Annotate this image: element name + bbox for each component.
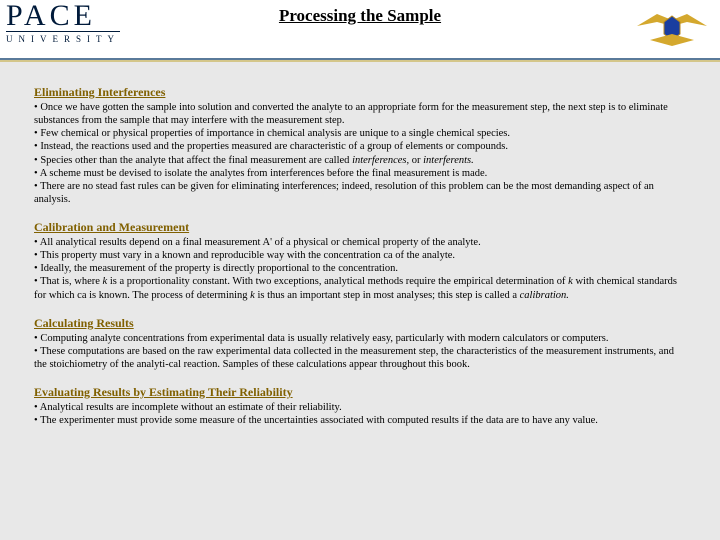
eagle-badge-icon [632, 4, 712, 50]
bullet-item: A scheme must be devised to isolate the … [34, 167, 686, 180]
header-bar: PACE UNIVERSITY Processing the Sample [0, 0, 720, 60]
bullet-item: Few chemical or physical properties of i… [34, 127, 686, 140]
bullet-list: Once we have gotten the sample into solu… [34, 101, 686, 206]
section-evaluating-results: Evaluating Results by Estimating Their R… [34, 385, 686, 427]
bullet-item: The experimenter must provide some measu… [34, 414, 686, 427]
bullet-item: Instead, the reactions used and the prop… [34, 140, 686, 153]
section-calculating-results: Calculating Results Computing analyte co… [34, 316, 686, 371]
section-heading: Calibration and Measurement [34, 220, 686, 235]
logo-text-sub: UNIVERSITY [6, 31, 120, 44]
section-heading: Calculating Results [34, 316, 686, 331]
bullet-item: Species other than the analyte that affe… [34, 154, 686, 167]
section-calibration-measurement: Calibration and Measurement All analytic… [34, 220, 686, 302]
logo-text-main: PACE [6, 2, 120, 29]
bullet-item: Computing analyte concentrations from ex… [34, 332, 686, 345]
bullet-item: Analytical results are incomplete withou… [34, 401, 686, 414]
page-title: Processing the Sample [279, 6, 441, 26]
bullet-item: All analytical results depend on a final… [34, 236, 686, 249]
bullet-list: All analytical results depend on a final… [34, 236, 686, 302]
bullet-list: Computing analyte concentrations from ex… [34, 332, 686, 371]
bullet-list: Analytical results are incomplete withou… [34, 401, 686, 427]
bullet-item: Once we have gotten the sample into solu… [34, 101, 686, 127]
bullet-item: These computations are based on the raw … [34, 345, 686, 371]
bullet-item: That is, where k is a proportionality co… [34, 275, 686, 301]
bullet-item: There are no stead fast rules can be giv… [34, 180, 686, 206]
eagle-badge [632, 4, 712, 50]
pace-logo: PACE UNIVERSITY [6, 2, 120, 44]
section-heading: Evaluating Results by Estimating Their R… [34, 385, 686, 400]
content-area: Eliminating Interferences Once we have g… [34, 85, 686, 530]
section-eliminating-interferences: Eliminating Interferences Once we have g… [34, 85, 686, 206]
bullet-item: Ideally, the measurement of the property… [34, 262, 686, 275]
bullet-item: This property must vary in a known and r… [34, 249, 686, 262]
section-heading: Eliminating Interferences [34, 85, 686, 100]
